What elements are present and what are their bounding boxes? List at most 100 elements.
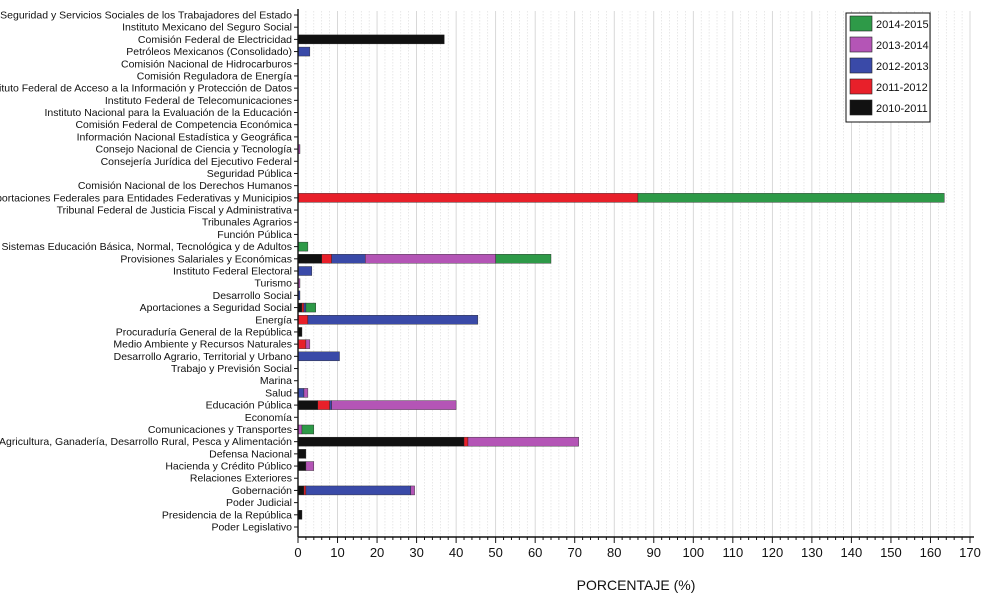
category-label: Poder Judicial <box>226 497 292 509</box>
category-label: Tribunales Agrarios <box>202 217 292 229</box>
category-label: Gobernación <box>232 485 292 497</box>
x-tick-label: 0 <box>294 545 301 560</box>
category-label: Instituto Federal de Telecomunicaciones <box>105 95 292 107</box>
bar-segment-2012-2013 <box>297 388 305 398</box>
bar-segment-2014-2015 <box>305 302 316 313</box>
x-tick-labels: 0 10 20 30 40 50 60 70 80 90 100 110 120 130 140 150 160… <box>294 545 980 560</box>
x-tick-label: 100 <box>682 545 704 560</box>
category-label: Consejo Nacional de Ciencia y Tecnología <box>95 144 292 156</box>
bar-segment-2012-2013 <box>331 254 366 264</box>
bar-segment-2011-2012 <box>297 193 639 203</box>
category-label: Comunicaciones y Transportes <box>148 424 292 436</box>
category-label: Desarrollo Agrario, Territorial y Urbano <box>114 351 293 363</box>
legend-swatch <box>849 99 873 116</box>
category-labels: Instituto de Seguridad y Servicios Socia… <box>0 10 292 534</box>
legend-label: 2012-2013 <box>876 61 929 73</box>
bar-segment-2011-2012 <box>297 339 307 349</box>
category-label: Educación Pública <box>206 400 293 412</box>
category-label: Turismo <box>254 278 292 290</box>
category-label: Hacienda y Crédito Público <box>165 461 292 473</box>
bar-segment-2012-2013 <box>305 485 411 496</box>
legend-swatch <box>849 15 873 32</box>
x-tick-label: 120 <box>762 545 784 560</box>
bar-segment-2010-2011 <box>297 34 445 45</box>
x-tick-label: 80 <box>607 545 621 560</box>
legend-swatch <box>849 36 873 53</box>
bar-segment-2011-2012 <box>303 485 307 496</box>
bar-segment-2011-2012 <box>301 302 305 313</box>
category-label: Presidencia de la República <box>162 509 292 521</box>
legend-swatch <box>849 78 873 95</box>
category-label: Consejería Jurídica del Ejecutivo Federa… <box>101 156 292 168</box>
category-label: Comisión Nacional de los Derechos Humano… <box>78 180 292 192</box>
category-label: Instituto Federal Electoral <box>173 266 292 278</box>
bar-segment-2012-2013 <box>297 46 311 57</box>
bar-segment-2013-2014 <box>467 436 579 447</box>
bar-segment-2010-2011 <box>297 461 307 471</box>
category-label: Economía <box>245 412 292 424</box>
bar-segment-2012-2013 <box>297 351 340 362</box>
category-label: Medio Ambiente y Recursos Naturales <box>113 339 292 351</box>
category-label: Aportaciones Federales para Entidades Fe… <box>0 192 292 204</box>
x-tick-label: 10 <box>330 545 344 560</box>
category-label: Provisiones Salariales y Económicas <box>120 253 292 265</box>
bar-segment-2010-2011 <box>297 485 305 496</box>
category-label: Tribunal Federal de Justicia Fiscal y Ad… <box>57 205 293 217</box>
legend: 2014-2015 2013-2014 2012-2013 2011-2012 2010… <box>845 12 931 123</box>
category-label: Salud <box>265 387 292 399</box>
bar-segment-2010-2011 <box>297 254 322 264</box>
x-tick-label: 110 <box>722 545 743 560</box>
legend-label: 2013-2014 <box>876 40 929 52</box>
axes <box>294 9 974 543</box>
category-label: Información Nacional Estadística y Geogr… <box>77 131 293 143</box>
category-label: Comisión Reguladora de Energía <box>137 70 292 82</box>
x-tick-label: 170 <box>959 545 981 560</box>
legend-label: 2014-2015 <box>876 19 929 31</box>
category-label: Poder Legislativo <box>211 522 292 534</box>
bar-segment-2014-2015 <box>297 241 309 252</box>
category-label: Función Pública <box>217 229 292 241</box>
category-label: Marina <box>260 375 292 387</box>
x-tick-label: 70 <box>567 545 581 560</box>
x-tick-label: 160 <box>920 545 942 560</box>
bar-segment-2014-2015 <box>495 254 552 264</box>
x-tick-label: 20 <box>370 545 384 560</box>
x-tick-label: 130 <box>801 545 823 560</box>
bars <box>297 34 945 520</box>
bar-segment-2010-2011 <box>297 449 307 459</box>
category-label: Comisión Federal de Electricidad <box>138 34 292 46</box>
bar-segment-2012-2013 <box>329 400 332 410</box>
category-label: Comisión Federal de Competencia Económic… <box>75 119 292 131</box>
bar-segment-2014-2015 <box>301 424 315 435</box>
x-tick-label: 140 <box>841 545 863 560</box>
x-tick-label: 150 <box>880 545 902 560</box>
category-label: Petróleos Mexicanos (Consolidado) <box>126 46 292 58</box>
x-tick-label: 30 <box>409 545 423 560</box>
category-label: Defensa Nacional <box>209 448 292 460</box>
bar-segment-2013-2014 <box>303 388 309 398</box>
legend-swatch <box>849 57 873 74</box>
bar-segment-2011-2012 <box>463 436 469 447</box>
legend-label: 2010-2011 <box>876 103 928 115</box>
category-label: Agricultura, Ganadería, Desarrollo Rural… <box>0 436 292 448</box>
x-axis-title: PORCENTAJE (%) <box>577 577 696 593</box>
bar-segment-2010-2011 <box>297 400 318 410</box>
bar-segment-2013-2014 <box>365 254 496 264</box>
bar-segment-2011-2012 <box>297 315 309 325</box>
bar-segment-2012-2013 <box>297 266 313 276</box>
grid-lines <box>305 11 971 537</box>
category-label: Aportaciones a Seguridad Social <box>140 302 292 314</box>
bar-segment-2012-2013 <box>303 302 307 313</box>
category-label: Comisión Nacional de Hidrocarburos <box>121 58 292 70</box>
legend-label: 2011-2012 <box>876 82 928 94</box>
category-label: Trabajo y Previsión Social <box>171 363 292 375</box>
bar-segment-2012-2013 <box>307 315 479 325</box>
x-tick-label: 60 <box>528 545 542 560</box>
bar-segment-2011-2012 <box>317 400 330 410</box>
category-label: Instituto Mexicano del Seguro Social <box>122 22 292 34</box>
category-label: Energía <box>255 314 292 326</box>
x-tick-label: 50 <box>488 545 502 560</box>
category-label: Seguridad Pública <box>207 168 292 180</box>
category-label: Procuraduría General de la República <box>116 326 292 338</box>
